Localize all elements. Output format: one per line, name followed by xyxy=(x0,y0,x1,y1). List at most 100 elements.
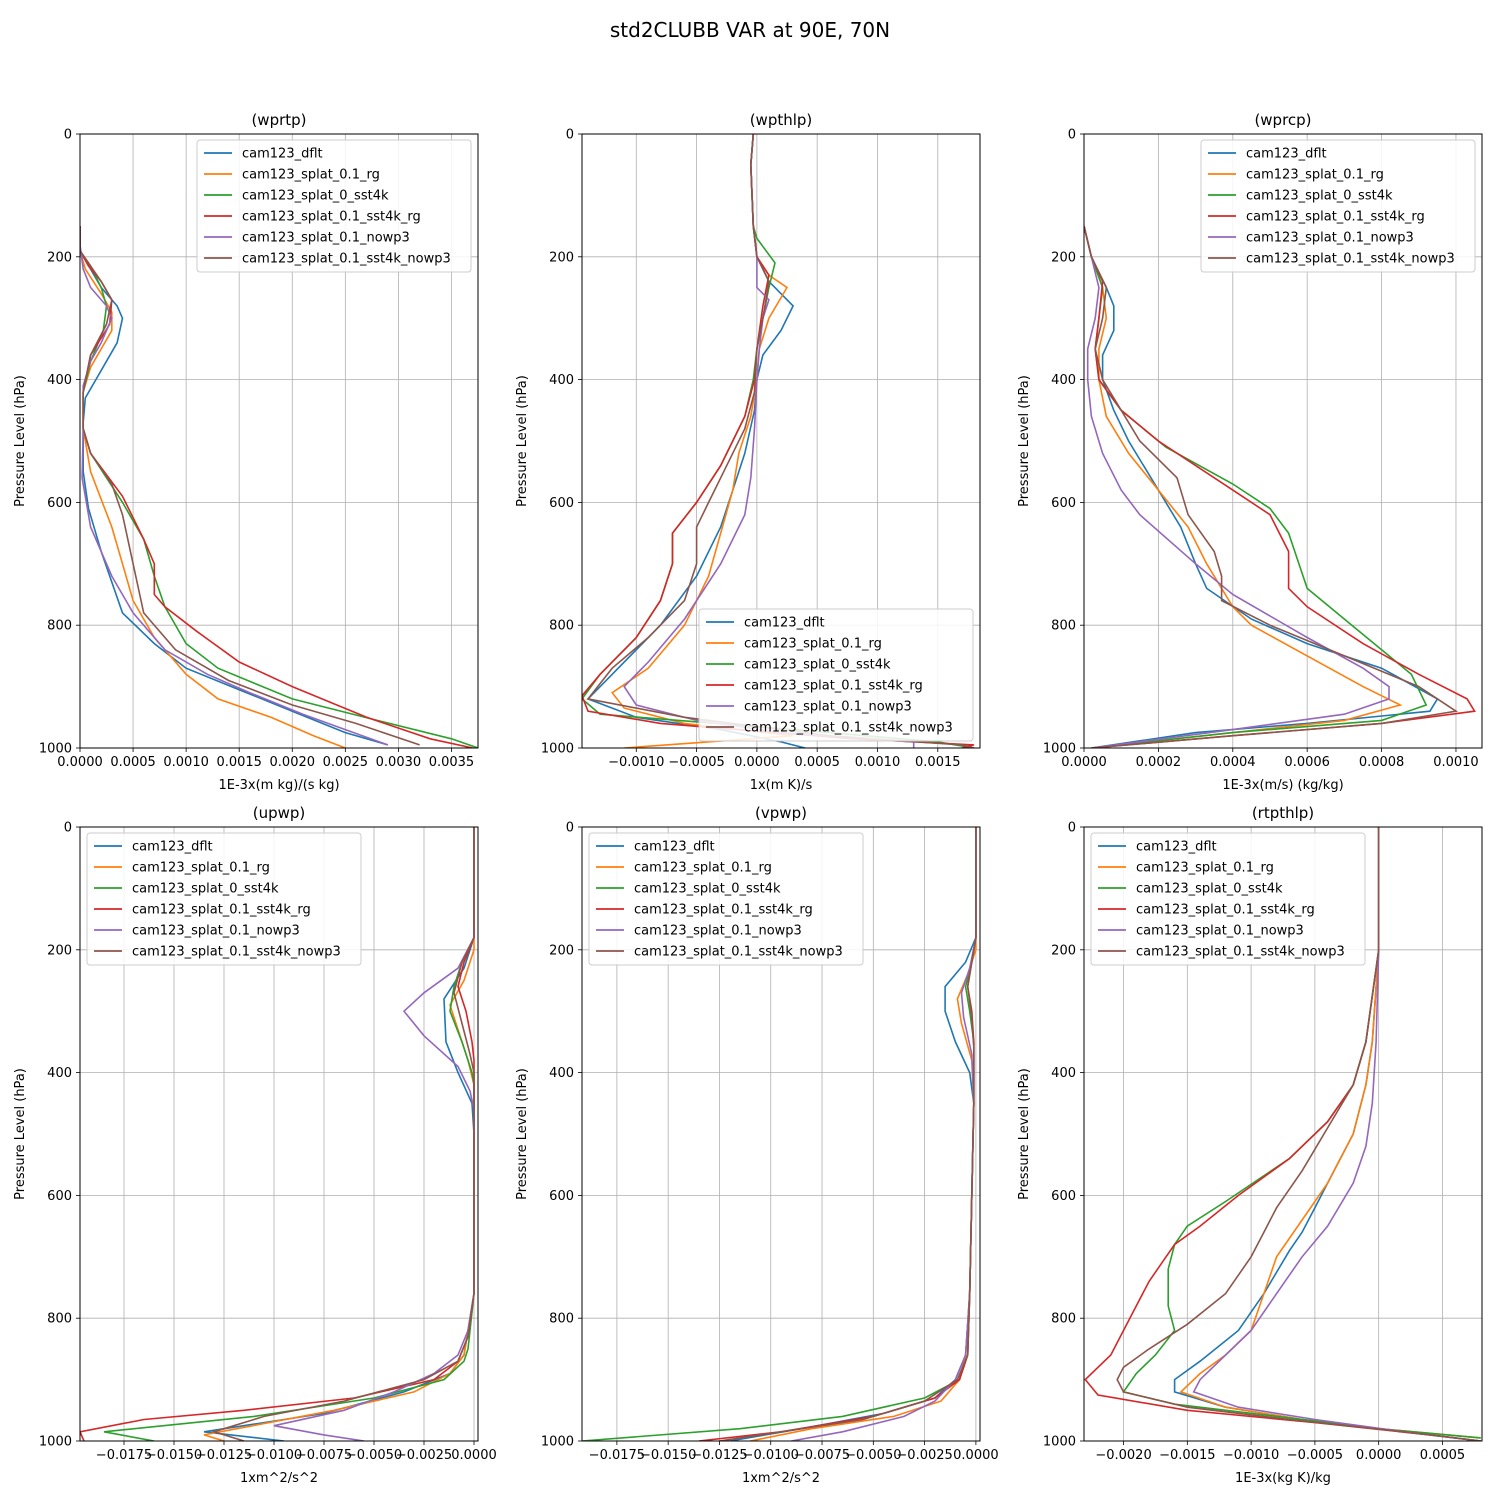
x-tick-label: 0.0015 xyxy=(915,755,961,770)
legend-label: cam123_splat_0.1_rg xyxy=(1136,861,1274,876)
y-tick-label: 400 xyxy=(1051,1066,1076,1081)
legend-label: cam123_dflt xyxy=(634,840,715,855)
x-tick-label: −0.0020 xyxy=(1095,1448,1151,1463)
axes-frame xyxy=(581,133,981,749)
legend-label: cam123_splat_0.1_sst4k_nowp3 xyxy=(634,945,843,960)
series-line-cam123_splat_0.1_rg xyxy=(1179,827,1481,1439)
legend-label: cam123_dflt xyxy=(1246,147,1327,162)
legend-label: cam123_splat_0.1_nowp3 xyxy=(1136,924,1304,939)
y-axis-label: Pressure Level (hPa) xyxy=(515,1068,530,1200)
legend-label: cam123_splat_0_sst4k xyxy=(634,882,781,897)
y-tick-label: 1000 xyxy=(39,1435,72,1450)
legend-label: cam123_splat_0.1_nowp3 xyxy=(744,700,912,715)
y-axis-label: Pressure Level (hPa) xyxy=(13,375,28,507)
legend: cam123_dflt cam123_splat_0.1_rg cam123_spl… xyxy=(698,608,974,742)
y-tick-label: 200 xyxy=(47,250,72,265)
y-tick-label: 400 xyxy=(1051,373,1076,388)
y-tick-label: 1000 xyxy=(541,742,574,757)
y-tick-label: 800 xyxy=(549,619,574,634)
legend-label: cam123_splat_0.1_sst4k_nowp3 xyxy=(744,721,953,736)
legend-label: cam123_dflt xyxy=(242,147,323,162)
subplot: −0.0010 −0.0005 0.0000 0.0005 0.0010 0.0015 0 2… xyxy=(515,111,981,793)
legend: cam123_dflt cam123_splat_0.1_rg cam123_spl… xyxy=(86,832,362,966)
legend-box xyxy=(196,139,472,273)
legend: cam123_dflt cam123_splat_0.1_rg cam123_spl… xyxy=(1090,832,1366,966)
y-tick-label: 200 xyxy=(47,943,72,958)
legend-box xyxy=(698,608,974,742)
legend-label: cam123_splat_0.1_nowp3 xyxy=(1246,231,1414,246)
subplot: −0.0020 −0.0015 −0.0010 −0.0005 0.0000 0.0005… xyxy=(1017,804,1483,1486)
y-tick-label: 600 xyxy=(47,1189,72,1204)
subplot-title: (wprcp) xyxy=(1254,111,1311,129)
legend-box xyxy=(588,832,864,966)
legend-label: cam123_splat_0.1_rg xyxy=(132,861,270,876)
x-tick-label: −0.0150 xyxy=(640,1448,696,1463)
x-tick-label: 0.0000 xyxy=(1356,1448,1402,1463)
legend: cam123_dflt cam123_splat_0.1_rg cam123_spl… xyxy=(1200,139,1476,273)
x-tick-label: −0.0010 xyxy=(1223,1448,1279,1463)
x-tick-label: 0.0015 xyxy=(216,755,262,770)
y-axis-label: Pressure Level (hPa) xyxy=(1017,375,1032,507)
series-line-cam123_splat_0.1_sst4k_nowp3 xyxy=(211,827,475,1441)
x-tick-label: −0.0050 xyxy=(845,1448,901,1463)
y-tick-label: 1000 xyxy=(1043,742,1076,757)
x-tick-label: 0.0035 xyxy=(429,755,475,770)
legend-label: cam123_splat_0.1_sst4k_nowp3 xyxy=(242,252,451,267)
y-tick-label: 600 xyxy=(549,496,574,511)
legend-box xyxy=(86,832,362,966)
y-tick-label: 0 xyxy=(1068,821,1076,836)
x-tick-label: 0.0000 xyxy=(451,1448,497,1463)
x-tick-label: 0.0000 xyxy=(953,1448,999,1463)
y-tick-label: 800 xyxy=(549,1312,574,1327)
x-tick-label: −0.0100 xyxy=(743,1448,799,1463)
x-tick-label: 0.0000 xyxy=(1061,755,1107,770)
figure-title: std2CLUBB VAR at 90E, 70N xyxy=(610,18,890,42)
legend-label: cam123_splat_0.1_sst4k_rg xyxy=(744,679,923,694)
series-line-cam123_splat_0.1_sst4k_nowp3 xyxy=(1116,827,1481,1441)
y-tick-label: 0 xyxy=(566,128,574,143)
legend-label: cam123_dflt xyxy=(132,840,213,855)
y-tick-label: 800 xyxy=(47,1312,72,1327)
x-tick-label: 0.0000 xyxy=(734,755,780,770)
series-line-cam123_dflt xyxy=(1084,225,1439,748)
x-tick-label: 0.0005 xyxy=(1420,1448,1466,1463)
series-line-cam123_splat_0.1_sst4k_nowp3 xyxy=(80,226,420,746)
legend-label: cam123_splat_0.1_sst4k_rg xyxy=(634,903,813,918)
x-tick-label: −0.0005 xyxy=(1287,1448,1343,1463)
legend-label: cam123_splat_0_sst4k xyxy=(1136,882,1283,897)
legend-label: cam123_splat_0_sst4k xyxy=(1246,189,1393,204)
legend-label: cam123_splat_0.1_rg xyxy=(1246,168,1384,183)
subplot: 0.0000 0.0002 0.0004 0.0006 0.0008 0.0010 0 200… xyxy=(1017,111,1483,793)
legend-label: cam123_splat_0.1_sst4k_rg xyxy=(1246,210,1425,225)
x-tick-label: −0.0075 xyxy=(794,1448,850,1463)
legend-box xyxy=(1200,139,1476,273)
y-tick-label: 400 xyxy=(47,373,72,388)
series-line-cam123_splat_0.1_rg xyxy=(1084,225,1403,748)
x-tick-label: 0.0020 xyxy=(270,755,316,770)
y-tick-label: 400 xyxy=(549,373,574,388)
legend-label: cam123_dflt xyxy=(1136,840,1217,855)
y-axis-label: Pressure Level (hPa) xyxy=(515,375,530,507)
series-line-cam123_splat_0.1_sst4k_nowp3 xyxy=(586,134,975,748)
x-axis-label: 1E-3x(m kg)/(s kg) xyxy=(218,778,339,793)
y-tick-label: 200 xyxy=(549,943,574,958)
y-axis-label: Pressure Level (hPa) xyxy=(1017,1068,1032,1200)
x-tick-label: 0.0005 xyxy=(794,755,840,770)
subplots-container: 0.0000 0.0005 0.0010 0.0015 0.0020 0.0025 0.00… xyxy=(13,111,1483,1486)
x-tick-label: 0.0010 xyxy=(855,755,901,770)
subplot-title: (wprtp) xyxy=(251,111,306,129)
y-tick-label: 400 xyxy=(47,1066,72,1081)
x-tick-label: 0.0010 xyxy=(163,755,209,770)
x-tick-label: 0.0030 xyxy=(376,755,422,770)
x-tick-label: −0.0005 xyxy=(668,755,724,770)
x-tick-label: 0.0010 xyxy=(1433,755,1479,770)
y-tick-label: 200 xyxy=(1051,943,1076,958)
x-axis-label: 1E-3x(m/s) (kg/kg) xyxy=(1222,778,1343,793)
x-tick-label: 0.0008 xyxy=(1359,755,1405,770)
legend-label: cam123_splat_0_sst4k xyxy=(242,189,389,204)
y-tick-label: 800 xyxy=(1051,1312,1076,1327)
legend: cam123_dflt cam123_splat_0.1_rg cam123_spl… xyxy=(196,139,472,273)
x-tick-label: 0.0000 xyxy=(57,755,103,770)
series-line-cam123_splat_0.1_sst4k_nowp3 xyxy=(1084,225,1459,748)
